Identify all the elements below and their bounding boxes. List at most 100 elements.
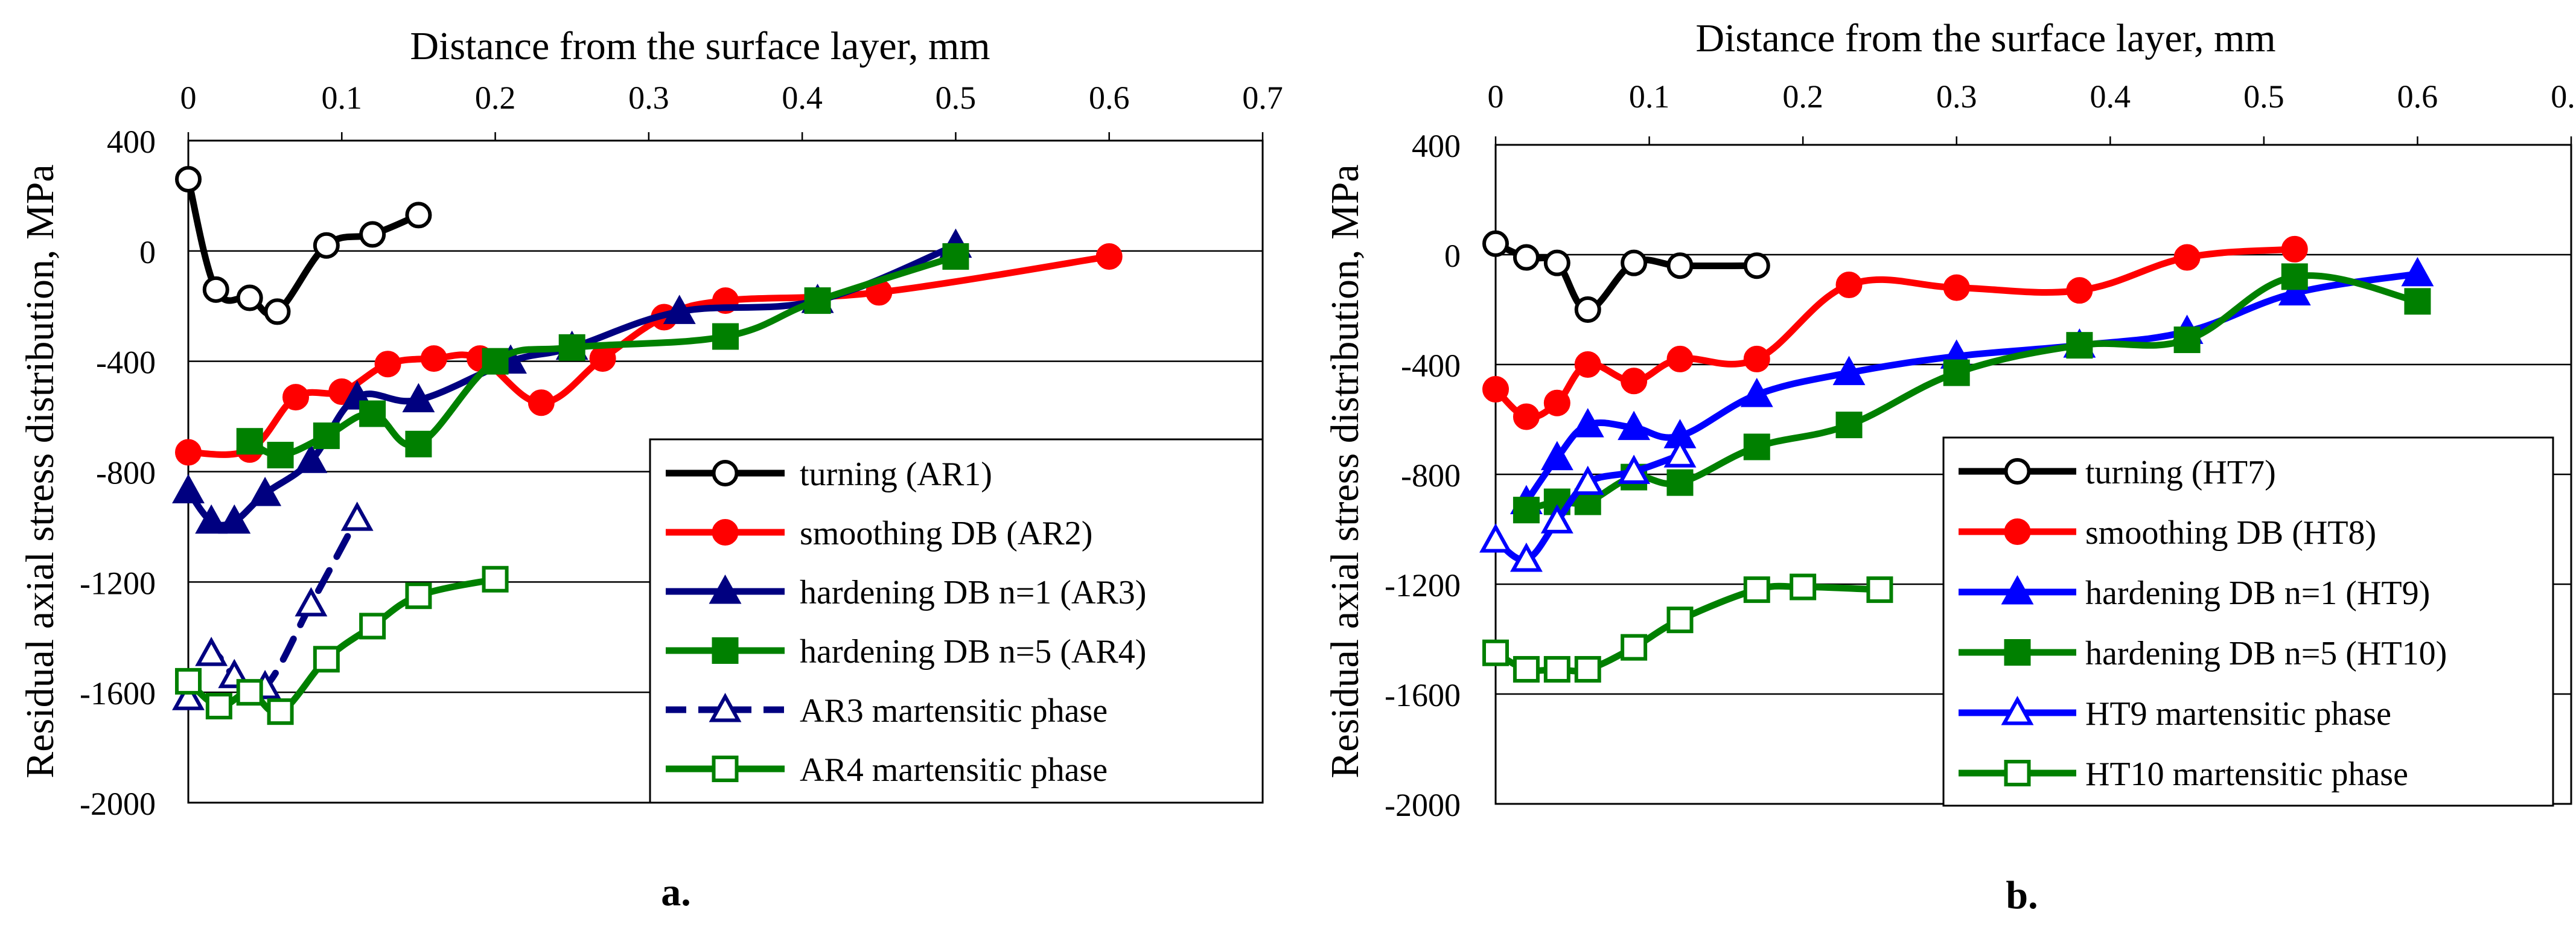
data-point bbox=[313, 646, 340, 673]
data-point bbox=[2173, 244, 2201, 271]
legend-entry: turning (HT7) bbox=[1959, 454, 2276, 491]
data-point bbox=[1510, 543, 1543, 572]
data-point bbox=[1666, 469, 1694, 496]
legend-label: hardening DB n=5 (AR4) bbox=[800, 633, 1146, 670]
x-tick-label: 0.4 bbox=[2090, 78, 2131, 115]
series-layer bbox=[172, 165, 1123, 725]
y-axis-title: Residual axial stress distribution, MPa bbox=[1323, 164, 1367, 778]
data-point bbox=[172, 681, 205, 710]
series-turning-ht7 bbox=[1482, 230, 1770, 323]
x-tick-label: 0.2 bbox=[475, 80, 516, 116]
legend-label: hardening DB n=5 (HT10) bbox=[2085, 635, 2447, 672]
legend-entry: smoothing DB (HT8) bbox=[1959, 514, 2376, 552]
legend-entry: hardening DB n=1 (HT9) bbox=[1959, 575, 2430, 612]
series-layer bbox=[1479, 230, 2434, 683]
data-point bbox=[295, 444, 328, 473]
legend-box bbox=[649, 438, 1264, 804]
x-tick-label: 0.6 bbox=[1089, 80, 1130, 116]
y-tick-label: 400 bbox=[1412, 128, 1461, 164]
data-point bbox=[340, 502, 374, 531]
legend-marker bbox=[712, 519, 739, 546]
legend-entry: hardening DB n=5 (AR4) bbox=[666, 633, 1146, 670]
legend-marker bbox=[2004, 518, 2031, 545]
data-point bbox=[295, 587, 328, 617]
y-tick-label: 400 bbox=[107, 124, 156, 160]
data-point bbox=[405, 202, 432, 229]
data-point bbox=[1543, 389, 1570, 416]
data-point bbox=[1618, 410, 1651, 441]
series-ht10-martensitic-phase bbox=[1482, 573, 1893, 683]
x-tick-label: 0.6 bbox=[2397, 78, 2438, 115]
data-point bbox=[1482, 639, 1509, 666]
data-point bbox=[482, 348, 509, 375]
data-point bbox=[1743, 252, 1770, 279]
legend-label: smoothing DB (HT8) bbox=[2085, 514, 2376, 552]
legend-label: turning (AR1) bbox=[800, 456, 992, 493]
x-tick-label: 0.1 bbox=[322, 80, 363, 116]
y-tick-label: -1600 bbox=[80, 675, 156, 712]
legend-marker bbox=[2001, 575, 2034, 605]
data-point bbox=[1513, 244, 1540, 271]
data-point bbox=[1482, 375, 1509, 403]
axes: 400 0 -400 -800 -1200 -1600 -2000 0 0.1 0.2 0.3 0.4… bbox=[1385, 78, 2576, 823]
data-point bbox=[2281, 263, 2308, 290]
data-point bbox=[1743, 576, 1770, 604]
data-point bbox=[267, 698, 294, 725]
data-point bbox=[402, 383, 435, 413]
data-point bbox=[2173, 326, 2201, 354]
panel-label: b. bbox=[2006, 873, 2038, 917]
data-point bbox=[1740, 378, 1773, 407]
x-tick-label: 0 bbox=[180, 80, 197, 116]
data-point bbox=[1866, 576, 1893, 604]
data-point bbox=[267, 442, 294, 469]
legend-marker bbox=[712, 460, 739, 486]
series-hardening-db-n-5-ar4 bbox=[236, 243, 969, 469]
data-point bbox=[1574, 351, 1601, 378]
data-point bbox=[1943, 359, 1970, 386]
series-ar4-martensitic-phase bbox=[175, 565, 509, 725]
x-tick-label: 0.5 bbox=[2243, 78, 2284, 115]
legend: turning (AR1) smoothing DB (AR2) hardening… bbox=[649, 438, 1264, 804]
data-point bbox=[249, 477, 282, 506]
data-point bbox=[2281, 235, 2308, 263]
data-point bbox=[1513, 403, 1540, 430]
data-point bbox=[236, 679, 263, 706]
data-point bbox=[1943, 274, 1970, 301]
data-point bbox=[1571, 408, 1604, 438]
series-line bbox=[1492, 246, 2298, 421]
data-point bbox=[1543, 656, 1570, 683]
y-tick-label: -1200 bbox=[80, 565, 156, 601]
x-axis-title: Distance from the surface layer, mm bbox=[410, 24, 990, 68]
legend-marker bbox=[2004, 760, 2031, 786]
data-point bbox=[1482, 230, 1509, 257]
y-tick-label: 0 bbox=[139, 234, 156, 270]
data-point bbox=[313, 422, 340, 450]
data-point bbox=[1835, 272, 1863, 299]
data-point bbox=[218, 504, 251, 534]
legend-label: turning (HT7) bbox=[2085, 454, 2276, 491]
legend-marker bbox=[2004, 458, 2031, 485]
data-point bbox=[528, 389, 555, 416]
y-tick-label: -800 bbox=[1401, 457, 1461, 494]
data-point bbox=[374, 351, 401, 378]
chart-panel-a: 400 0 -400 -800 -1200 -1600 -2000 0 0.1 0.2 0.3 0.4… bbox=[18, 24, 1283, 914]
data-point bbox=[2066, 332, 2093, 359]
data-point bbox=[2404, 288, 2431, 315]
y-tick-label: -2000 bbox=[80, 786, 156, 822]
legend-entry: turning (AR1) bbox=[666, 456, 992, 493]
legend-entry: HT9 martensitic phase bbox=[1959, 695, 2391, 733]
data-point bbox=[420, 345, 447, 372]
data-point bbox=[405, 430, 432, 457]
legend-entry: hardening DB n=1 (AR3) bbox=[666, 574, 1146, 611]
y-tick-label: -400 bbox=[1401, 348, 1461, 384]
y-tick-label: 0 bbox=[1444, 238, 1461, 274]
data-point bbox=[2066, 277, 2093, 304]
data-point bbox=[1479, 523, 1512, 553]
legend: turning (HT7) smoothing DB (HT8) hardening… bbox=[1942, 436, 2554, 807]
series-turning-ar1 bbox=[175, 165, 432, 325]
data-point bbox=[205, 693, 232, 720]
data-point bbox=[1621, 249, 1648, 276]
legend-entry: AR3 martensitic phase bbox=[666, 692, 1108, 730]
data-point bbox=[2401, 256, 2434, 287]
